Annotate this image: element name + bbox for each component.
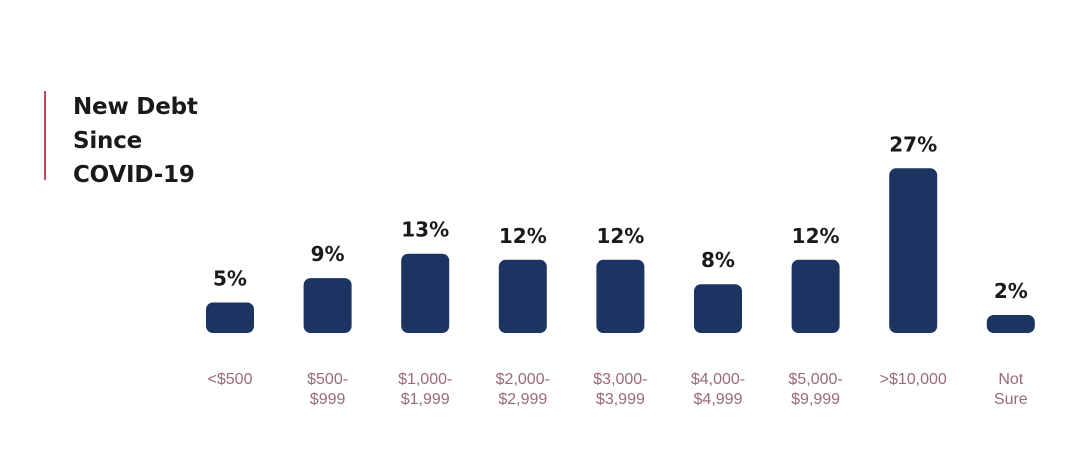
chart-title-line-3: COVID-19 <box>73 162 195 188</box>
category-label-1-line-1: <$500 <box>208 371 253 388</box>
bar-9 <box>986 315 1035 333</box>
bar-7 <box>791 259 840 333</box>
category-label-1: <$500 <box>208 371 253 388</box>
category-label-6-line-1: $4,000- <box>691 371 745 388</box>
bar-3 <box>401 253 450 333</box>
category-label-9-line-1: Not <box>998 371 1023 388</box>
category-label-2-line-2: $999 <box>310 391 346 408</box>
chart-title: New Debt Since COVID-19 <box>73 90 198 192</box>
category-label-2-line-1: $500- <box>307 371 348 388</box>
category-label-9-line-2: Sure <box>994 391 1028 408</box>
category-label-7: $5,000- $9,999 <box>788 371 842 408</box>
value-label-4: 12% <box>499 224 547 248</box>
category-label-5-line-1: $3,000- <box>593 371 647 388</box>
category-label-4: $2,000- $2,999 <box>496 371 550 408</box>
bar-1 <box>206 302 254 333</box>
category-label-2: $500- $999 <box>307 371 348 408</box>
category-label-5-line-2: $3,999 <box>596 391 645 408</box>
value-label-9: 2% <box>994 279 1028 303</box>
category-label-8-line-1: >$10,000 <box>880 371 947 388</box>
category-label-3: $1,000- $1,999 <box>398 371 452 408</box>
value-label-8: 27% <box>889 132 937 156</box>
category-label-6: $4,000- $4,999 <box>691 371 745 408</box>
category-label-4-line-1: $2,000- <box>496 371 550 388</box>
category-label-8: >$10,000 <box>880 371 947 388</box>
value-label-7: 12% <box>792 224 840 248</box>
category-label-5: $3,000- $3,999 <box>593 371 647 408</box>
chart-title-line-1: New Debt <box>73 94 198 120</box>
category-label-6-line-2: $4,999 <box>694 391 743 408</box>
value-label-1: 5% <box>213 267 247 291</box>
bar-6 <box>694 284 742 333</box>
value-label-6: 8% <box>701 248 735 272</box>
category-label-3-line-1: $1,000- <box>398 371 452 388</box>
bar-5 <box>596 259 645 333</box>
value-labels-group: 5% 9% 13% 12% 12% 8% 12% 27% 2% <box>213 132 1028 303</box>
chart-title-line-2: Since <box>73 128 143 154</box>
category-label-4-line-2: $2,999 <box>498 391 547 408</box>
category-label-9: Not Sure <box>994 371 1028 408</box>
bars-group <box>206 168 1035 333</box>
category-label-3-line-2: $1,999 <box>401 391 450 408</box>
value-label-5: 12% <box>596 224 644 248</box>
value-label-3: 13% <box>401 218 449 242</box>
value-label-2: 9% <box>311 242 345 266</box>
category-labels-group: <$500 $500- $999 $1,000- $1,999 $2,000- $2,999… <box>208 371 1028 408</box>
bar-8 <box>889 168 938 333</box>
bar-4 <box>498 259 547 333</box>
category-label-7-line-2: $9,999 <box>791 391 840 408</box>
category-label-7-line-1: $5,000- <box>788 371 842 388</box>
title-accent-line <box>44 91 46 180</box>
bar-2 <box>303 278 352 333</box>
